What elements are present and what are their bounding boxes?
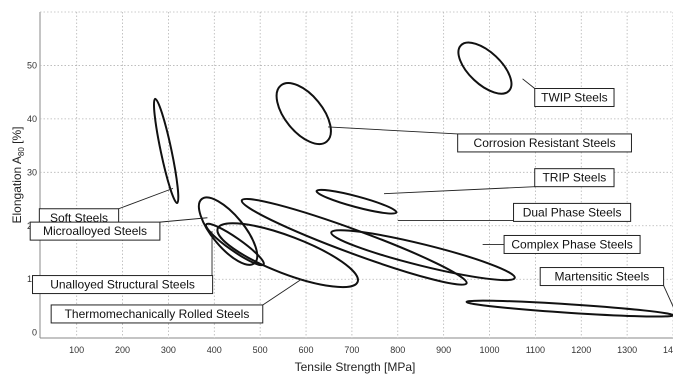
callout-label: Unalloyed Structural Steels <box>50 278 195 292</box>
x-tick-label: 700 <box>344 345 359 355</box>
x-tick-label: 1100 <box>526 345 545 355</box>
callout-leader-line <box>663 285 673 308</box>
callout-label: TRIP Steels <box>542 171 606 185</box>
tick-labels: 100 200 300 400 500 600 700 800 900 1000 1100 1200 1… <box>27 60 673 355</box>
steel-regions <box>152 41 673 318</box>
callout-leader-line <box>159 217 208 223</box>
y-tick-label: 0 <box>32 328 37 338</box>
callout-box <box>50 304 264 324</box>
callout-box <box>534 168 615 188</box>
callout-leader-line <box>522 78 536 89</box>
x-tick-label: 1400 <box>663 345 673 355</box>
x-tick-label: 900 <box>436 345 451 355</box>
steel-region-ellipse <box>240 197 468 286</box>
callout-label: Corrosion Resistant Steels <box>474 136 616 150</box>
steel-region-ellipse <box>457 41 513 95</box>
x-tick-label: 1300 <box>617 345 637 355</box>
callout-label: Soft Steels <box>50 211 108 225</box>
y-tick-label: 30 <box>27 167 37 177</box>
callout-leader-line <box>328 126 458 135</box>
x-tick-label: 1200 <box>571 345 591 355</box>
x-tick-label: 100 <box>69 345 84 355</box>
x-tick-label: 300 <box>161 345 176 355</box>
callout-label: Thermomechanically Rolled Steels <box>65 307 250 321</box>
callout-box <box>503 234 641 254</box>
callout-label: TWIP Steels <box>541 91 607 105</box>
callout-box <box>534 88 615 108</box>
callout-label: Complex Phase Steels <box>511 237 632 251</box>
x-tick-label: 1000 <box>480 345 500 355</box>
callout-box <box>29 221 161 241</box>
callout-leader-line <box>262 278 302 306</box>
steel-region-ellipse <box>315 188 398 215</box>
callouts: TWIP Steels Corrosion Resistant Steels TRI… <box>29 78 673 324</box>
y-tick-label: 40 <box>27 114 37 124</box>
callout-leader-line <box>384 186 535 195</box>
y-axis-label-unit: [%] <box>10 127 24 148</box>
steel-region-ellipse <box>152 97 180 205</box>
x-tick-label: 800 <box>390 345 405 355</box>
callout-label: Martensitic Steels <box>555 270 650 284</box>
callout-label: Dual Phase Steels <box>523 205 622 219</box>
steel-region-ellipse <box>275 82 332 145</box>
steel-region-ellipse <box>216 222 359 289</box>
x-tick-label: 200 <box>115 345 130 355</box>
y-tick-label: 50 <box>27 60 37 70</box>
callout-label: Microalloyed Steels <box>43 224 147 238</box>
steel-region-ellipse <box>330 229 516 282</box>
callout-box <box>32 275 214 295</box>
callout-box <box>539 267 665 287</box>
steel-region-ellipse <box>465 299 673 318</box>
y-axis-label-subscript: 80 <box>17 147 26 156</box>
y-axis-label-main: Elongation A <box>10 156 24 223</box>
grid <box>39 11 673 339</box>
y-tick-label: 10 <box>27 274 37 284</box>
x-tick-label: 600 <box>299 345 314 355</box>
x-tick-label: 400 <box>207 345 222 355</box>
callout-box <box>513 202 632 222</box>
callout-leader-line <box>118 187 174 210</box>
y-axis-label: Elongation A80 [%] <box>10 127 26 224</box>
x-tick-label: 500 <box>253 345 268 355</box>
x-axis-label: Tensile Strength [MPa] <box>295 360 416 374</box>
callout-box <box>457 133 632 153</box>
